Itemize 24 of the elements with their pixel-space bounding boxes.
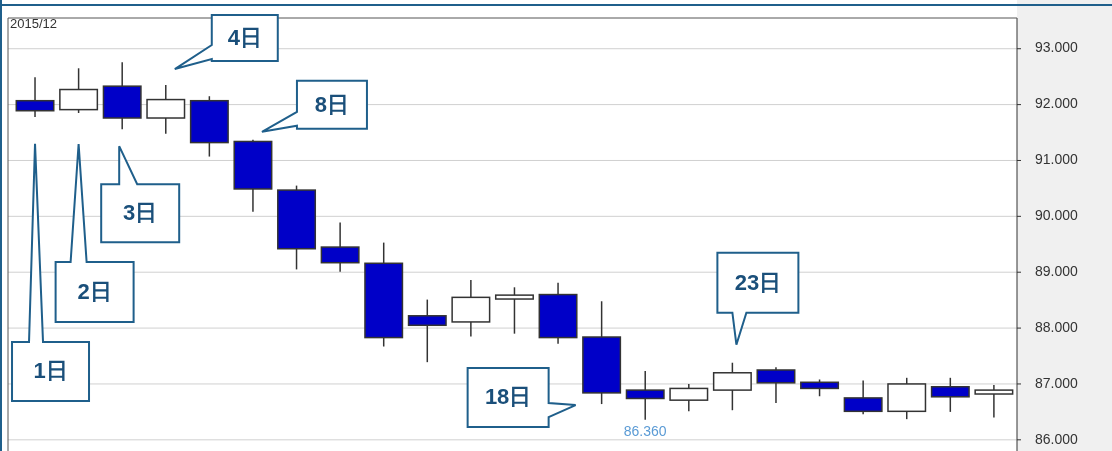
y-tick-label: 88.000 [1035, 318, 1079, 335]
callout: 18日 [466, 367, 577, 429]
annotation: 8日 [314, 91, 350, 117]
annotation: 86.360 [623, 422, 667, 439]
callout: 3日 [100, 145, 181, 244]
y-tick-label: 93.000 [1035, 39, 1079, 56]
annotation: 1日 [33, 358, 68, 384]
y-tick-label: 89.000 [1035, 262, 1079, 279]
annotation: 18日 [484, 384, 532, 410]
y-tick-label: 86.000 [1035, 430, 1079, 447]
y-tick-label: 90.000 [1035, 207, 1079, 224]
annotation: 3日 [123, 200, 158, 225]
y-tick-label: 87.000 [1035, 374, 1079, 391]
annotation: 4日 [227, 24, 262, 50]
annotation: 2日 [77, 278, 112, 304]
y-tick-label: 91.000 [1035, 151, 1079, 168]
y-tick-label: 92.000 [1035, 95, 1079, 112]
callout: 4日 [173, 14, 279, 71]
candlestick [494, 286, 534, 335]
candlestick [974, 384, 1014, 419]
annotation: 23日 [734, 269, 782, 295]
callout: 23日 [716, 251, 800, 346]
callout: 8日 [260, 79, 368, 133]
chart-title: 2015/12 [10, 16, 57, 31]
